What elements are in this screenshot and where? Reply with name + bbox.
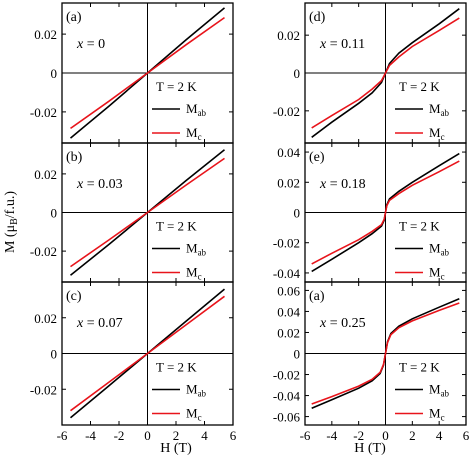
composition-label: x = 0.25 — [319, 316, 366, 331]
temperature-label: T = 2 K — [156, 360, 197, 375]
panel-3: -6 -4 -2 0 2 4 6 0.02 0 -0.02 (c) x = 0.07 T = 2 K Ma… — [30, 281, 237, 443]
legend-label-c: Mc — [429, 406, 445, 423]
panel-label: (c) — [66, 289, 82, 304]
y-tick-label: 0.04 — [277, 304, 300, 319]
legend-label-ab: Mab — [186, 241, 207, 258]
y-tick-label: 0 — [294, 206, 301, 221]
composition-label: x = 0.07 — [76, 316, 123, 331]
x-tick-label: 4 — [201, 428, 208, 443]
y-tick-label: 0.02 — [277, 325, 300, 340]
y-tick-label: -0.06 — [273, 410, 301, 425]
x-tick-label: -2 — [114, 428, 125, 443]
composition-label: x = 0.11 — [319, 37, 365, 52]
legend-label-ab: Mab — [429, 101, 450, 118]
series-line-c — [70, 295, 225, 412]
x-tick-label: 0 — [382, 428, 389, 443]
y-tick-label: -0.04 — [273, 266, 301, 281]
panel-label: (d) — [309, 10, 326, 25]
series-line-c — [311, 160, 460, 265]
x-tick-label: 0 — [144, 428, 151, 443]
panel-4: 0.02 0 -0.02 (d) x = 0.11 T = 2 K Mab Mc — [273, 2, 467, 144]
x-tick-label: -6 — [300, 428, 311, 443]
temperature-label: T = 2 K — [156, 79, 197, 94]
x-tick-label: -4 — [85, 428, 96, 443]
temperature-label: T = 2 K — [399, 360, 440, 375]
composition-label: x = 0.03 — [76, 177, 123, 192]
temperature-label: T = 2 K — [156, 219, 197, 234]
panel-2: 0.02 0 -0.02 (b) x = 0.03 T = 2 K Mab Mc — [30, 142, 234, 283]
legend-label-c: Mc — [186, 406, 202, 423]
y-axis-label: M (μB/f.u.) — [3, 191, 20, 253]
y-tick-label: 0 — [51, 347, 58, 362]
y-tick-label: 0.02 — [34, 27, 57, 42]
x-tick-label: -4 — [326, 428, 337, 443]
legend-label-ab: Mab — [186, 101, 207, 118]
y-tick-label: -0.02 — [30, 105, 57, 120]
x-tick-label: 6 — [463, 428, 470, 443]
series-line-c — [70, 16, 225, 130]
y-tick-label: -0.02 — [30, 244, 57, 259]
temperature-label: T = 2 K — [399, 219, 440, 234]
y-tick-label: -0.04 — [273, 389, 301, 404]
x-tick-label: 6 — [230, 428, 237, 443]
y-tick-label: -0.02 — [273, 236, 300, 251]
y-tick-label: 0.02 — [277, 28, 300, 43]
y-tick-label: 0.04 — [277, 145, 300, 160]
series-line-c — [70, 157, 225, 268]
x-tick-label: 4 — [436, 428, 443, 443]
x-axis-label-right: H (T) — [354, 441, 386, 456]
y-tick-label: 0 — [51, 66, 58, 81]
legend-label-ab: Mab — [429, 241, 450, 258]
panel-label: (e) — [309, 150, 325, 165]
x-axis-label-left: H (T) — [160, 441, 192, 456]
legend-label-c: Mc — [186, 265, 202, 282]
legend-label-ab: Mab — [186, 382, 207, 399]
panel-5: 0.04 0.02 0 -0.02 -0.04 (e) x = 0.18 T = 2 K Mab… — [273, 142, 467, 283]
y-tick-label: 0.02 — [34, 311, 57, 326]
panel-label: (b) — [66, 150, 83, 165]
x-tick-label: 2 — [409, 428, 416, 443]
x-tick-label: -6 — [57, 428, 68, 443]
series-line-c — [311, 17, 460, 129]
y-tick-label: 0.02 — [277, 175, 300, 190]
y-tick-label: 0 — [51, 206, 58, 221]
y-tick-label: -0.02 — [273, 104, 300, 119]
panel-label: (a) — [309, 289, 325, 304]
legend-label-ab: Mab — [429, 382, 450, 399]
temperature-label: T = 2 K — [399, 79, 440, 94]
y-tick-label: -0.02 — [273, 368, 300, 383]
y-tick-label: 0.02 — [34, 167, 57, 182]
composition-label: x = 0 — [76, 37, 105, 52]
x-tick-label: -2 — [353, 428, 364, 443]
y-tick-label: -0.02 — [30, 382, 57, 397]
panel-6: -6 -4 -2 0 2 4 6 0.06 0.04 0.02 0 -0.02 -0.04 -0.06 (a… — [273, 281, 470, 443]
legend-label-c: Mc — [429, 125, 445, 142]
y-tick-label: 0.06 — [277, 283, 300, 298]
panel-1: 0.02 0 -0.02 (a) x = 0 T = 2 K Mab Mc — [30, 2, 234, 144]
panel-label: (a) — [66, 10, 82, 25]
legend-label-c: Mc — [186, 125, 202, 142]
legend-label-c: Mc — [429, 265, 445, 282]
y-tick-label: 0 — [294, 347, 301, 362]
x-tick-label: 2 — [173, 428, 180, 443]
series-line-c — [311, 302, 460, 405]
y-tick-label: 0 — [294, 66, 301, 81]
composition-label: x = 0.18 — [319, 177, 366, 192]
